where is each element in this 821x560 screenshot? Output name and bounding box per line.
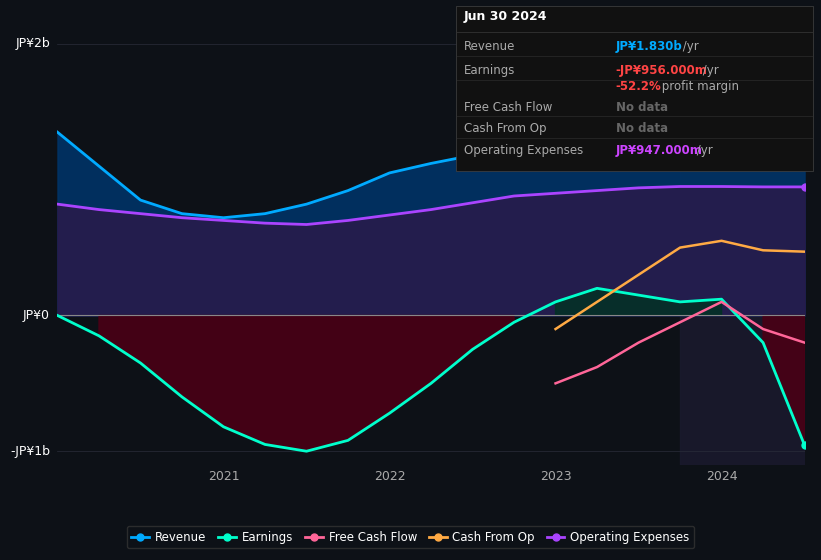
- Text: Earnings: Earnings: [464, 64, 516, 77]
- Text: Cash From Op: Cash From Op: [464, 122, 546, 135]
- Text: -52.2%: -52.2%: [616, 80, 662, 93]
- Text: Free Cash Flow: Free Cash Flow: [464, 101, 553, 114]
- Text: No data: No data: [616, 122, 667, 135]
- Text: JP¥2b: JP¥2b: [16, 38, 50, 50]
- Text: No data: No data: [616, 101, 667, 114]
- Text: -JP¥956.000m: -JP¥956.000m: [616, 64, 708, 77]
- Text: /yr: /yr: [693, 144, 713, 157]
- Legend: Revenue, Earnings, Free Cash Flow, Cash From Op, Operating Expenses: Revenue, Earnings, Free Cash Flow, Cash …: [126, 526, 695, 548]
- Text: JP¥0: JP¥0: [23, 309, 50, 322]
- Text: -JP¥1b: -JP¥1b: [10, 445, 50, 458]
- Text: Operating Expenses: Operating Expenses: [464, 144, 583, 157]
- Text: profit margin: profit margin: [658, 80, 739, 93]
- Text: JP¥947.000m: JP¥947.000m: [616, 144, 703, 157]
- Bar: [680, 17, 821, 465]
- Text: /yr: /yr: [699, 64, 719, 77]
- Text: Revenue: Revenue: [464, 40, 516, 53]
- Text: /yr: /yr: [679, 40, 699, 53]
- Text: Jun 30 2024: Jun 30 2024: [464, 10, 548, 23]
- Text: JP¥1.830b: JP¥1.830b: [616, 40, 682, 53]
